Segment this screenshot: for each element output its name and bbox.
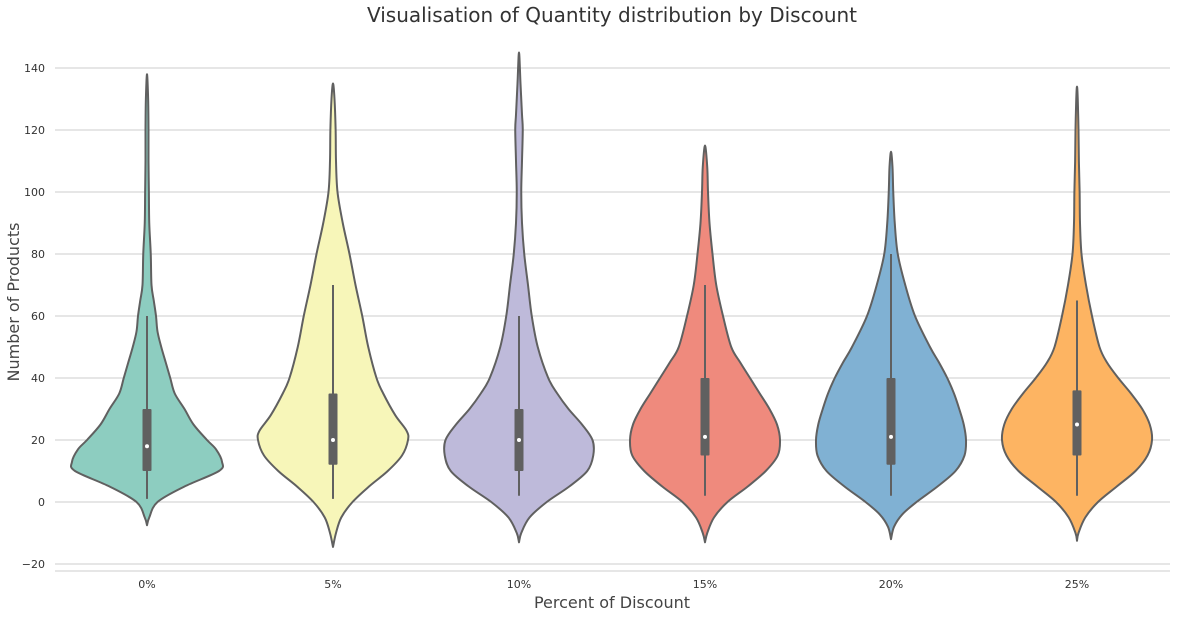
y-tick-label: 20 bbox=[31, 434, 45, 447]
y-tick-label: 0 bbox=[38, 496, 45, 509]
violin-iqr-box bbox=[328, 393, 338, 465]
y-tick-label: 100 bbox=[24, 186, 45, 199]
y-tick-label: 120 bbox=[24, 124, 45, 137]
violins bbox=[69, 51, 1154, 548]
y-tick-label: 40 bbox=[31, 372, 45, 385]
violin-iqr-box bbox=[886, 378, 896, 465]
violin-median-point bbox=[517, 438, 521, 442]
y-axis-label: Number of Products bbox=[4, 223, 23, 382]
x-tick-label: 5% bbox=[324, 578, 341, 591]
violin-25pct bbox=[1000, 85, 1154, 542]
x-tick-label: 15% bbox=[693, 578, 717, 591]
x-axis-label: Percent of Discount bbox=[534, 593, 690, 612]
violin-median-point bbox=[703, 434, 707, 439]
violin-median-point bbox=[1075, 422, 1079, 427]
x-tick-label: 0% bbox=[138, 578, 155, 591]
violin-median-point bbox=[145, 444, 149, 449]
violin-body bbox=[443, 51, 595, 544]
y-tick-label: 140 bbox=[24, 62, 45, 75]
y-tick-label: 60 bbox=[31, 310, 45, 323]
violin-iqr-box bbox=[142, 409, 152, 471]
y-tick-labels: −20 0 20 40 60 80 100 120 140 bbox=[22, 62, 45, 571]
grid-lines bbox=[55, 67, 1170, 565]
chart-title: Visualisation of Quantity distribution b… bbox=[367, 3, 857, 27]
y-tick-label: −20 bbox=[22, 558, 45, 571]
violin-iqr-box bbox=[700, 378, 710, 456]
x-tick-labels: 0% 5% 10% 15% 20% 25% bbox=[138, 578, 1089, 591]
x-tick-label: 10% bbox=[507, 578, 531, 591]
violin-15pct bbox=[628, 144, 782, 544]
violin-5pct bbox=[256, 82, 410, 548]
violin-median-point bbox=[889, 434, 893, 439]
violin-median-point bbox=[331, 438, 335, 442]
x-tick-label: 20% bbox=[879, 578, 903, 591]
violin-10pct bbox=[443, 51, 595, 544]
violin-20pct bbox=[814, 150, 968, 541]
violin-body bbox=[69, 73, 225, 527]
violin-0pct bbox=[69, 73, 225, 527]
y-tick-label: 80 bbox=[31, 248, 45, 261]
x-tick-label: 25% bbox=[1065, 578, 1089, 591]
